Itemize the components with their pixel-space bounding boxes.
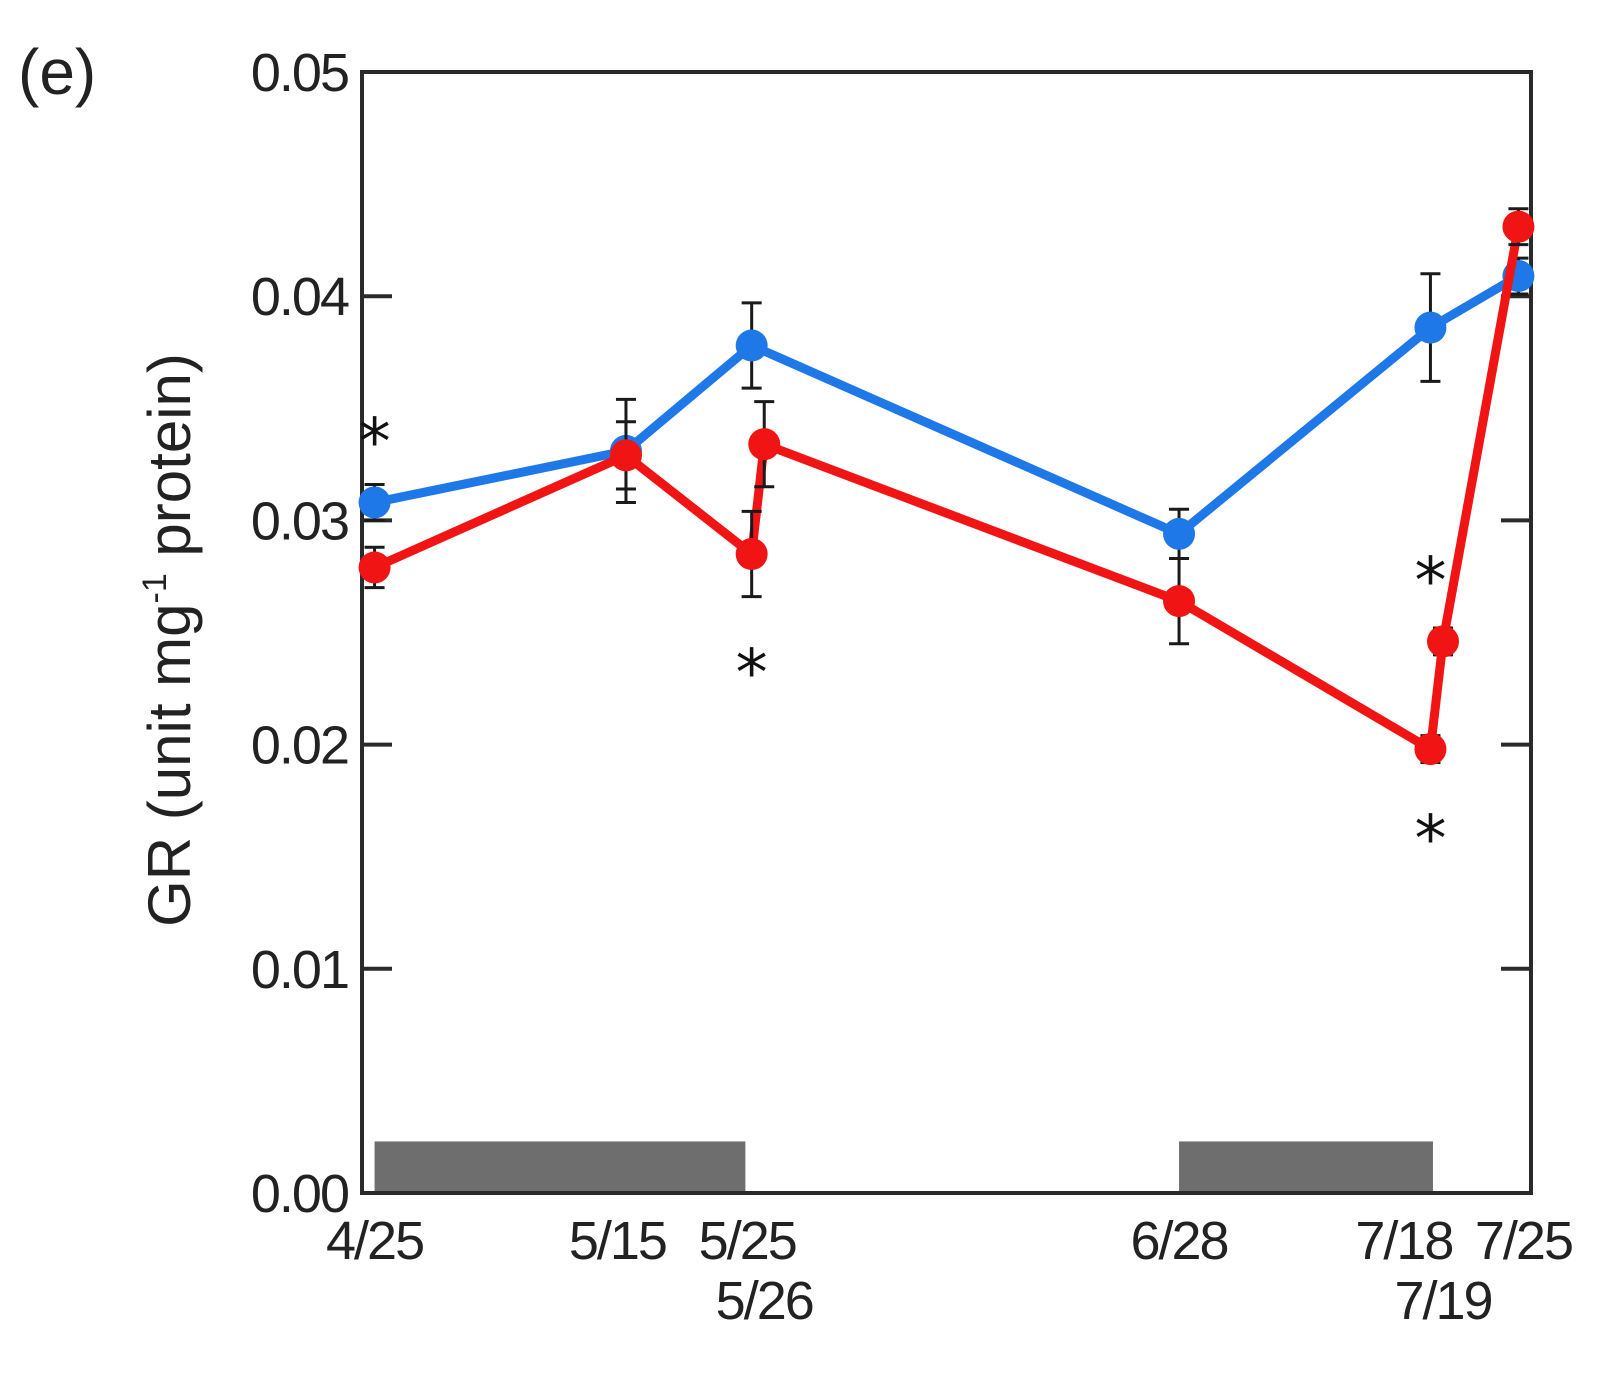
panel-label: (e) [18,36,96,108]
data-point-blue [358,486,391,519]
data-point-red [735,538,768,571]
y-axis-label-superscript: -1 [136,573,174,603]
x-tick-label: 4/25 [326,1211,423,1271]
significance-star: * [736,637,768,711]
data-point-blue [1414,311,1447,344]
x-tick-label: 7/18 [1355,1211,1452,1271]
significance-star: * [1414,803,1446,877]
y-tick-label: 0.00 [251,1164,348,1224]
x-tick-label: 5/26 [716,1271,813,1331]
x-tick-label: 7/25 [1475,1211,1572,1271]
data-point-red [609,439,642,472]
data-point-red [1427,625,1460,658]
x-tick-label: 5/15 [569,1211,666,1271]
data-point-red [358,551,391,584]
y-tick-label: 0.05 [251,43,348,103]
y-tick-label: 0.01 [251,940,348,1000]
x-tick-label: 5/25 [699,1211,796,1271]
series-line-blue [373,272,1521,539]
y-tick-label: 0.04 [251,267,349,327]
data-series [358,207,1535,766]
significance-annotations: * * * * [359,406,1447,877]
plot-frame [360,70,1533,1195]
significance-star: * [1414,545,1446,619]
y-tick-label: 0.02 [251,716,348,776]
y-axis-label-unit: protein) [136,353,203,573]
data-point-blue [1163,517,1196,550]
significance-star: * [359,406,391,480]
x-axis-ticks: 4/25 5/15 5/255/26 6/28 7/187/197/25 [326,1211,1574,1331]
data-point-red [1414,733,1447,766]
series-red [358,207,1535,766]
series-line-red [372,225,1523,754]
shaded-period-0 [374,1141,746,1193]
data-point-red [748,428,781,461]
x-tick-label: 6/28 [1130,1211,1227,1271]
shaded-period-1 [1179,1141,1433,1193]
data-point-blue [735,329,768,362]
y-axis-label-main: GR (unit mg [136,603,203,926]
data-point-red [1163,585,1196,618]
y-tick-label: 0.03 [251,491,348,551]
data-point-red [1502,210,1535,243]
y-axis-label: GR (unit mg-1 protein) [136,353,203,927]
x-tick-label: 7/19 [1394,1271,1491,1331]
y-axis-ticks: 0.00 0.01 0.02 0.03 0.04 0.05 [251,43,1531,1224]
shaded-periods [374,1141,1433,1193]
